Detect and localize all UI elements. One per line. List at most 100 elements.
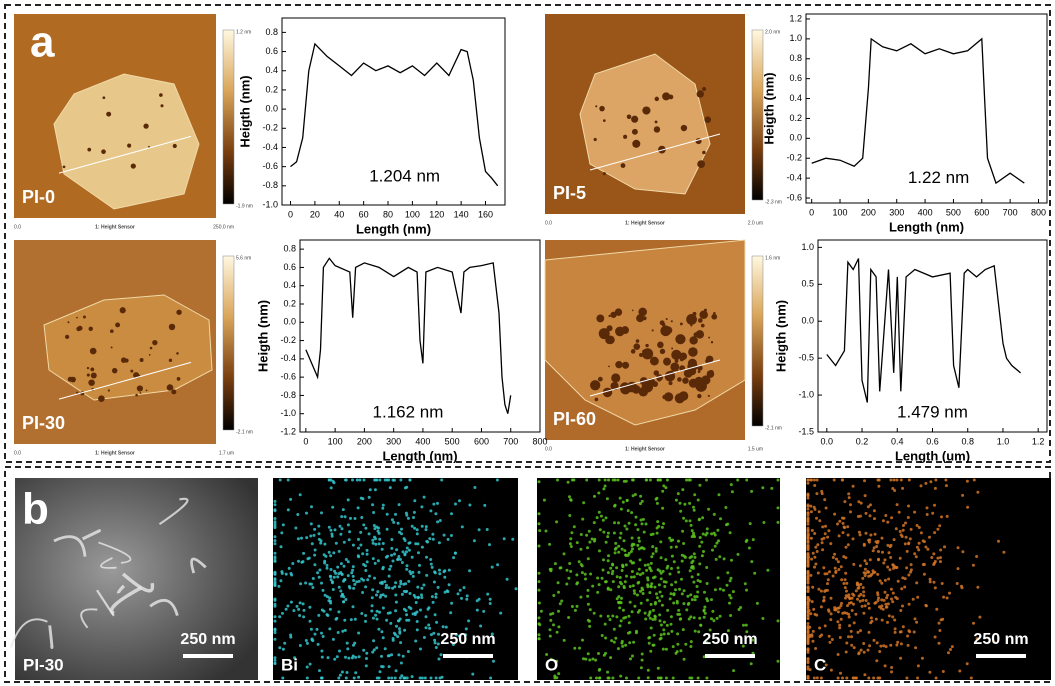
element-dot [957,546,960,549]
element-dot [399,479,402,482]
element-dot [274,555,277,558]
element-dot [657,667,660,670]
element-dot [386,528,389,531]
y-tick-label: 0.2 [265,84,278,94]
hole [670,363,679,372]
element-dot [353,642,356,645]
element-dot [376,677,379,680]
element-dot [354,618,357,621]
element-dot [615,615,618,618]
hole [671,320,673,322]
element-dot [777,660,780,663]
element-dot [609,618,612,621]
element-dot [820,634,823,637]
element-dot [659,619,662,622]
element-dot [641,522,644,525]
hole [83,316,86,319]
element-dot [559,602,562,605]
element-dot [887,602,890,605]
element-dot [294,527,297,530]
element-dot [398,627,401,630]
element-dot [865,512,868,515]
element-dot [908,479,911,482]
element-dot [335,542,338,545]
element-dot [354,656,357,659]
element-dot [357,632,360,635]
element-dot [906,635,909,638]
element-dot [328,551,331,554]
element-dot [807,657,810,660]
element-dot [630,576,633,579]
element-dot [281,612,284,615]
element-dot [589,677,592,680]
element-dot [372,542,375,545]
element-dot [714,545,717,548]
element-dot [691,598,694,601]
element-dot [812,630,815,633]
element-dot [852,594,855,597]
element-dot [877,558,880,561]
element-dot [459,589,462,592]
element-dot [907,574,910,577]
element-dot [339,525,342,528]
element-dot [729,531,732,534]
element-dot [876,593,879,596]
element-dot [637,677,640,680]
element-dot [935,608,938,611]
element-dot [433,639,436,642]
element-dot [688,502,691,505]
element-dot [924,482,927,485]
element-dot [596,591,599,594]
element-dot [728,602,731,605]
element-dot [703,591,706,594]
element-dot [631,543,634,546]
element-dot [972,564,975,567]
element-dot [647,579,650,582]
element-dot [382,593,385,596]
element-dot [666,565,669,568]
element-dot [652,609,655,612]
element-dot [907,629,910,632]
element-dot [923,573,926,576]
element-dot [724,506,727,509]
element-dot [847,492,850,495]
element-dot [670,539,673,542]
element-dot [281,677,284,680]
element-dot [489,602,492,605]
element-dot [861,599,864,602]
element-dot [655,498,658,501]
element-dot [337,677,340,680]
element-dot [906,550,909,553]
element-dot [414,640,417,643]
element-dot [687,602,690,605]
element-dot [837,568,840,571]
element-dot [976,586,979,589]
element-dot [400,662,403,665]
element-dot [618,606,621,609]
element-dot [394,594,397,597]
element-dot [813,566,816,569]
element-dot [353,583,356,586]
element-dot [910,528,913,531]
element-dot [761,486,764,489]
hole [63,165,66,168]
element-dot [428,627,431,630]
element-dot [888,551,891,554]
hole [632,129,638,135]
element-dot [550,568,553,571]
x-tick-label: 160 [478,209,493,219]
element-dot [602,569,605,572]
element-dot [580,533,583,536]
element-dot [872,569,875,572]
element-dot [633,605,636,608]
hole [627,115,632,120]
y-tick-label: 0.6 [265,46,278,56]
x-tick-label: 600 [474,436,489,446]
element-dot [704,534,707,537]
element-dot [344,629,347,632]
element-dot [383,580,386,583]
element-dot [726,571,729,574]
element-dot [450,534,453,537]
element-dot [683,658,686,661]
element-dot [473,539,476,542]
